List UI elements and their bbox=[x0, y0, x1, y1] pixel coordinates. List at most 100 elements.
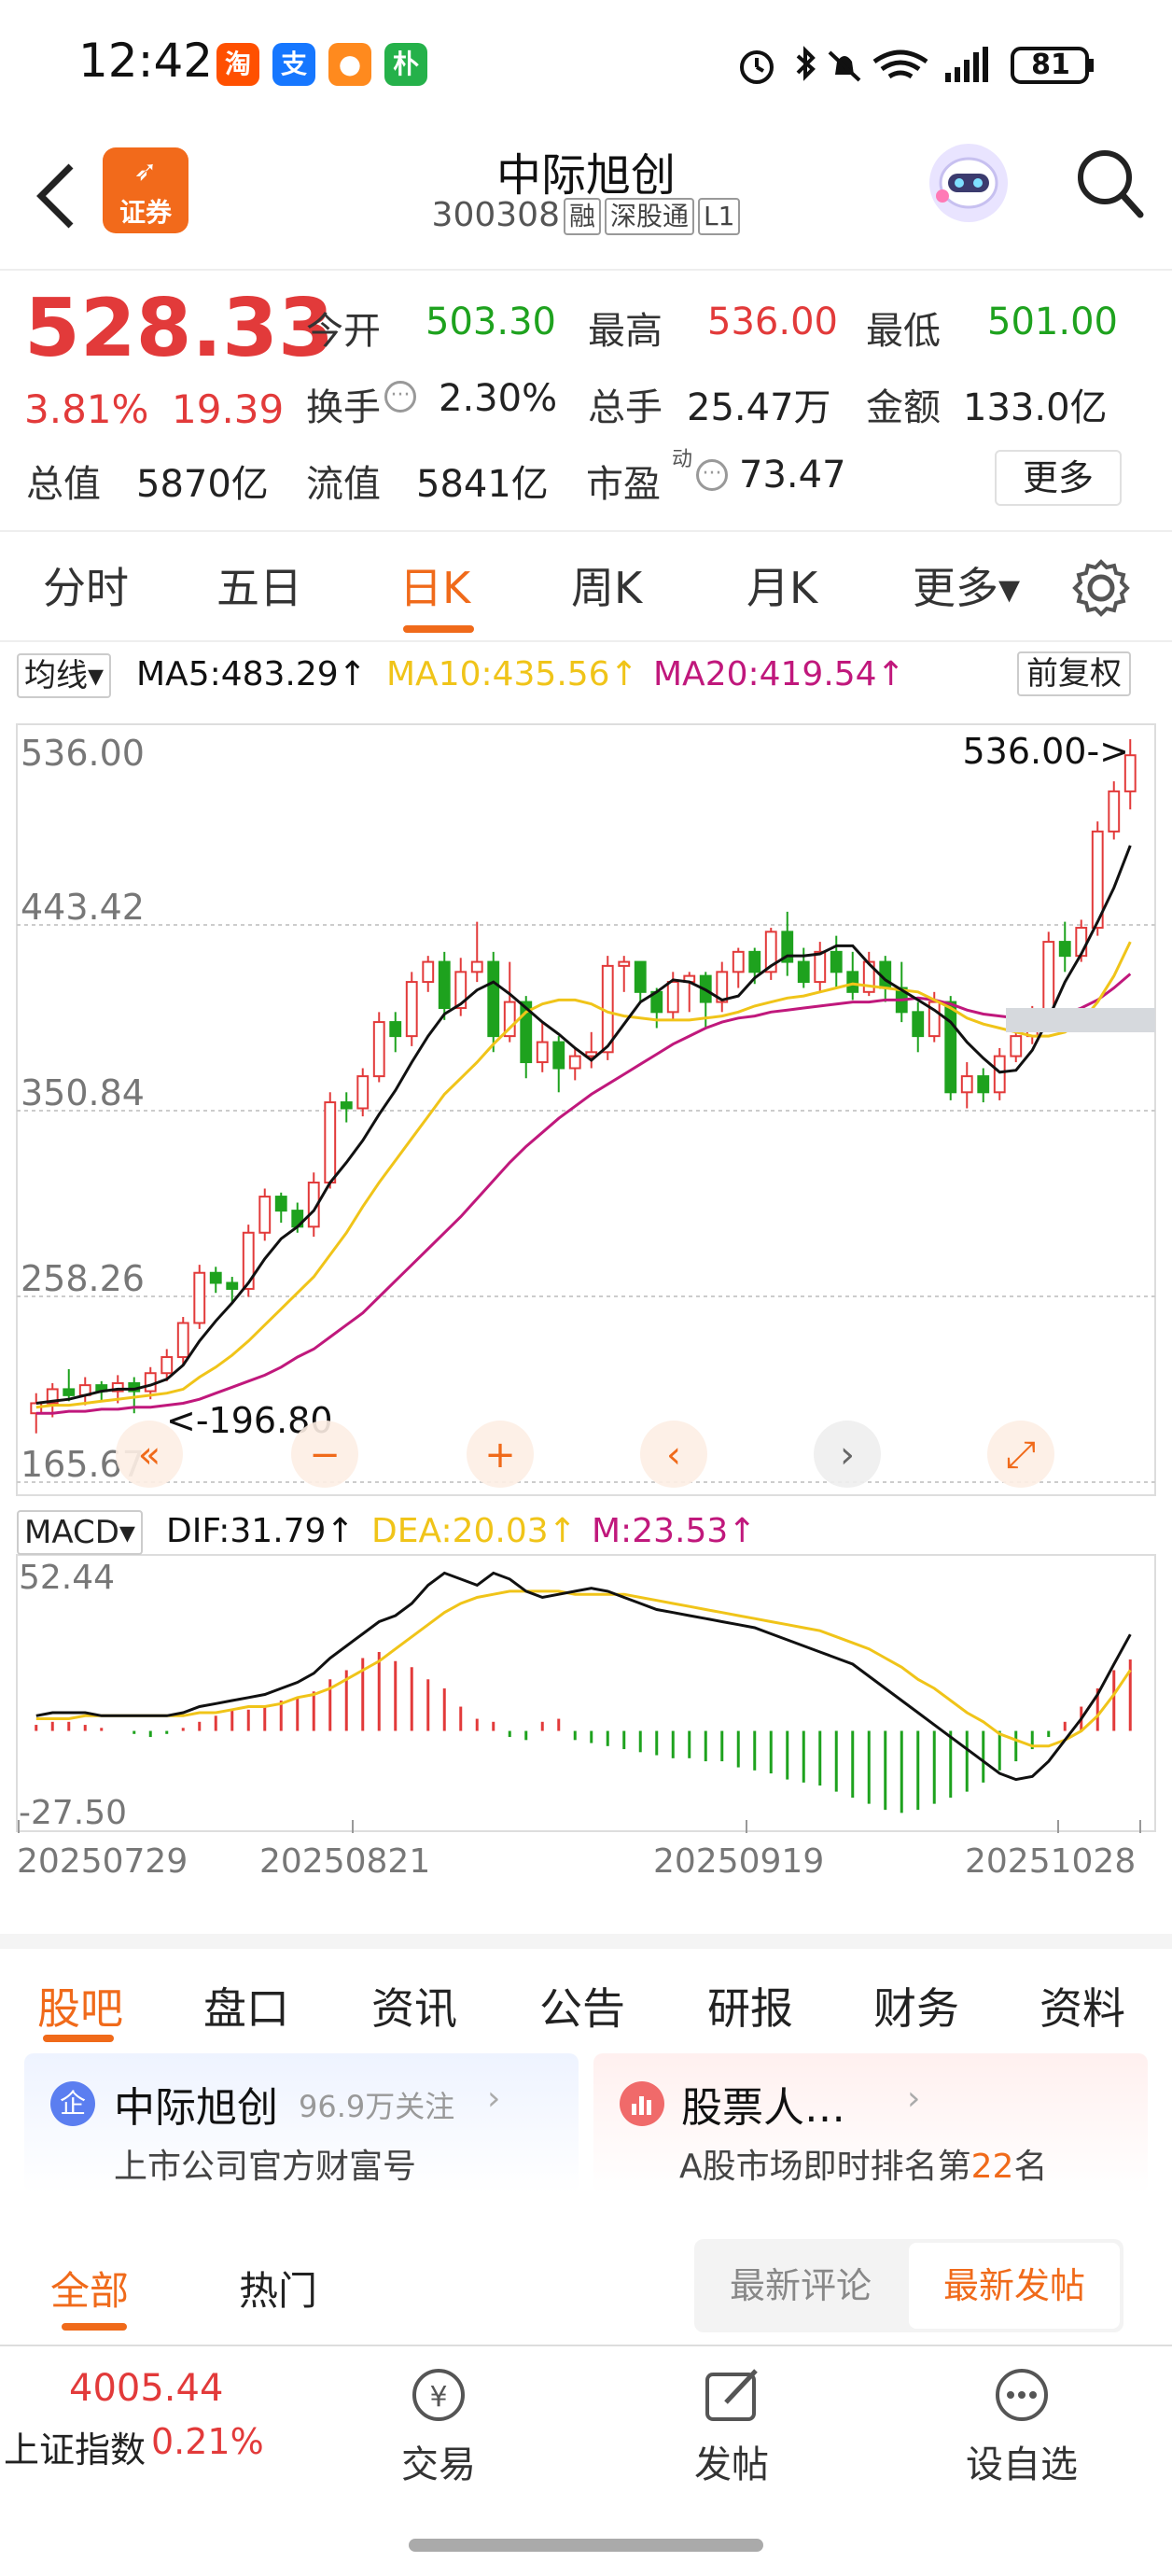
chart-control-icon[interactable]: + bbox=[484, 1434, 516, 1477]
chart-control-button[interactable] bbox=[640, 1421, 707, 1488]
max-price-marker: 536.00-> bbox=[962, 731, 1129, 772]
index-value[interactable]: 4005.44 bbox=[69, 2367, 224, 2410]
kline-y-tick: 350.84 bbox=[21, 1072, 145, 1113]
candle-up bbox=[1123, 754, 1137, 792]
candle-down bbox=[520, 1001, 533, 1064]
candle-down bbox=[944, 1001, 957, 1094]
mute-icon bbox=[828, 50, 861, 82]
tab-forum[interactable]: 股吧 bbox=[37, 1983, 123, 2034]
index-name[interactable]: 上证指数 bbox=[4, 2429, 146, 2471]
candle-down bbox=[274, 1196, 287, 1212]
sort-latest-post[interactable]: 最新发帖 bbox=[909, 2243, 1120, 2329]
robot-assistant-icon[interactable] bbox=[922, 136, 1015, 230]
stock-name[interactable]: 中际旭创 bbox=[495, 149, 676, 202]
chart-control-button[interactable] bbox=[987, 1421, 1054, 1488]
turnover-value: 2.30% bbox=[439, 377, 558, 420]
chart-control-icon[interactable]: › bbox=[840, 1434, 855, 1477]
candle-down bbox=[389, 1021, 402, 1038]
more-quote-button[interactable]: 更多 bbox=[995, 450, 1122, 506]
float-label: 流值 bbox=[306, 463, 381, 506]
feed-tab-hot[interactable]: 热门 bbox=[239, 2268, 318, 2314]
candle-up bbox=[764, 931, 777, 973]
dea-label: DEA:20.03↑ bbox=[371, 1512, 577, 1550]
stock-header: ➶ 证券 中际旭创 300308 融深股通 L1 bbox=[0, 121, 1172, 271]
chart-control-icon[interactable]: ‹ bbox=[666, 1434, 681, 1477]
info-tab-indicator bbox=[43, 2035, 114, 2042]
tab-news[interactable]: 资讯 bbox=[371, 1983, 457, 2034]
high-value: 536.00 bbox=[707, 301, 838, 343]
tab-orderbook[interactable]: 盘口 bbox=[203, 1983, 289, 2034]
chevron-right-icon: › bbox=[487, 2079, 501, 2118]
candle-up bbox=[568, 1055, 581, 1070]
ma10-line bbox=[35, 941, 1132, 1409]
candle-up bbox=[193, 1271, 206, 1324]
wifi-icon bbox=[872, 49, 928, 79]
tab-daily-k[interactable]: 日K bbox=[399, 563, 471, 613]
macd-y-tick: -27.50 bbox=[19, 1794, 127, 1832]
sort-latest-comment[interactable]: 最新评论 bbox=[729, 2265, 872, 2306]
candle-up bbox=[536, 1041, 549, 1064]
kline-y-tick: 536.00 bbox=[21, 733, 145, 774]
add-watchlist-button[interactable]: 设自选 bbox=[952, 2365, 1092, 2488]
candle-up bbox=[470, 960, 483, 973]
pe-superscript: 动 bbox=[672, 448, 693, 471]
post-button[interactable]: 发帖 bbox=[676, 2365, 788, 2488]
trade-button[interactable]: ¥ 交易 bbox=[383, 2365, 495, 2488]
macd-frame bbox=[16, 1554, 1156, 1832]
adjust-mode-button[interactable]: 前复权 bbox=[1017, 651, 1131, 696]
bottom-nav: 4005.44 上证指数 0.21% ¥ 交易 发帖 设自选 bbox=[0, 2345, 1172, 2576]
low-label: 最低 bbox=[866, 310, 941, 353]
x-axis-date: 20250919 bbox=[653, 1842, 824, 1881]
tab-weekly-k[interactable]: 周K bbox=[571, 563, 643, 613]
candle-up bbox=[1042, 941, 1055, 1017]
tab-research[interactable]: 研报 bbox=[707, 1983, 793, 2034]
search-icon[interactable] bbox=[1073, 142, 1148, 226]
enterprise-badge-icon: 企 bbox=[50, 2081, 95, 2126]
tab-announcements[interactable]: 公告 bbox=[539, 1983, 625, 2034]
stock-rank-card[interactable]: 股票人… › A股市场即时排名第22名 bbox=[593, 2053, 1148, 2193]
chart-control-icon[interactable]: « bbox=[138, 1434, 160, 1477]
chart-control-button[interactable] bbox=[814, 1421, 881, 1488]
candle-down bbox=[781, 931, 794, 963]
brand-logo[interactable]: ➶ 证券 bbox=[103, 147, 188, 233]
rank-number: 22 bbox=[970, 2148, 1014, 2186]
more-dots-icon bbox=[996, 2369, 1048, 2421]
tab-intraday[interactable]: 分时 bbox=[43, 563, 129, 613]
tab-more[interactable]: 更多▾ bbox=[913, 563, 1021, 613]
back-icon[interactable] bbox=[34, 159, 80, 233]
open-label: 今开 bbox=[306, 310, 381, 353]
chart-control-button[interactable] bbox=[116, 1421, 183, 1488]
open-value: 503.30 bbox=[426, 301, 556, 343]
m-label: M:23.53↑ bbox=[592, 1512, 757, 1550]
tag-connect: 深股通 bbox=[605, 198, 695, 235]
taobao-icon: 淘 bbox=[216, 43, 259, 86]
candle-up bbox=[928, 1001, 941, 1038]
turnover-info-icon[interactable]: ··· bbox=[384, 381, 416, 413]
feed-tab-all[interactable]: 全部 bbox=[50, 2268, 130, 2314]
official-account-card[interactable]: 企 中际旭创 96.9万关注 › 上市公司官方财富号 bbox=[24, 2053, 579, 2193]
chart-control-icon[interactable]: ⤢ bbox=[1006, 1434, 1036, 1477]
settings-gear-icon[interactable] bbox=[1071, 558, 1131, 618]
candle-down bbox=[209, 1271, 222, 1284]
stock-code-line: 300308 融深股通 L1 bbox=[0, 196, 1172, 235]
stock-rank-title: 股票人… bbox=[681, 2084, 845, 2132]
candle-down bbox=[977, 1075, 990, 1094]
candle-up bbox=[1108, 790, 1121, 833]
chart-control-button[interactable] bbox=[291, 1421, 358, 1488]
tab-financials[interactable]: 财务 bbox=[873, 1983, 959, 2034]
candle-down bbox=[846, 971, 859, 993]
pe-info-icon[interactable]: ··· bbox=[696, 459, 728, 491]
tab-monthly-k[interactable]: 月K bbox=[746, 563, 818, 613]
chart-control-button[interactable] bbox=[467, 1421, 534, 1488]
kline-chart[interactable]: 536.00443.42350.84258.26165.67536.00-><-… bbox=[0, 707, 1172, 1932]
tab-profile[interactable]: 资料 bbox=[1039, 1983, 1125, 2034]
macd-selector[interactable]: MACD▾ bbox=[17, 1510, 143, 1555]
chart-control-icon[interactable]: − bbox=[309, 1434, 341, 1477]
index-change: 0.21% bbox=[151, 2421, 264, 2462]
ma-selector[interactable]: 均线▾ bbox=[17, 653, 112, 698]
compose-icon bbox=[705, 2369, 758, 2421]
candle-up bbox=[242, 1231, 255, 1290]
chevron-right-icon: › bbox=[907, 2079, 921, 2118]
candle-up bbox=[46, 1388, 59, 1405]
tab-five-day[interactable]: 五日 bbox=[216, 563, 302, 613]
